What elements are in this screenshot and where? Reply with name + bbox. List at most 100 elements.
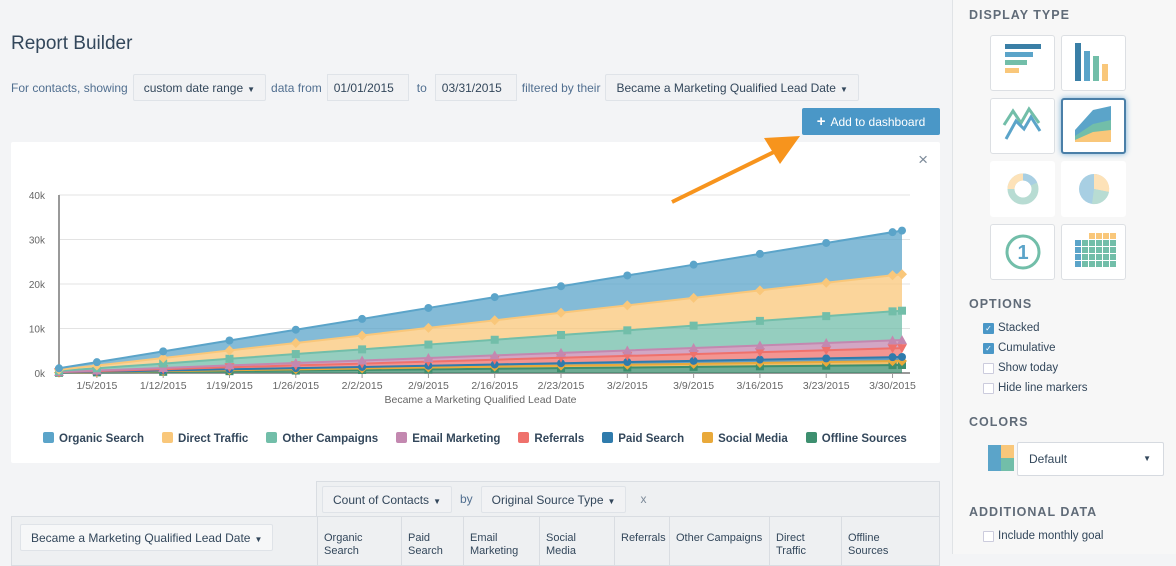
data-point[interactable]: [754, 340, 765, 350]
grid-chart-button[interactable]: [1061, 224, 1126, 280]
data-point[interactable]: [689, 260, 698, 269]
column-header[interactable]: Referrals: [614, 517, 669, 565]
checkbox[interactable]: [983, 382, 994, 394]
data-point[interactable]: [887, 335, 898, 345]
data-point[interactable]: [821, 277, 832, 288]
data-point[interactable]: [556, 347, 567, 357]
data-point[interactable]: [887, 270, 898, 281]
checkbox[interactable]: ✓: [983, 342, 994, 354]
data-point[interactable]: [489, 350, 500, 360]
data-point[interactable]: [225, 354, 234, 363]
column-header[interactable]: Other Campaigns: [669, 517, 769, 565]
checkbox[interactable]: ✓: [983, 322, 994, 334]
data-point[interactable]: [557, 330, 566, 339]
data-point[interactable]: [557, 282, 566, 291]
color-scheme-dropdown[interactable]: Default ▼: [1017, 442, 1164, 476]
breakdown-dropdown[interactable]: Original Source Type ▼: [480, 485, 627, 513]
data-point[interactable]: [622, 300, 633, 311]
horizontal-bar-chart-button[interactable]: [990, 35, 1055, 91]
data-point[interactable]: [755, 355, 764, 364]
legend-item[interactable]: Direct Traffic: [162, 432, 248, 445]
data-point[interactable]: [224, 345, 235, 356]
data-point[interactable]: [489, 315, 500, 326]
column-header[interactable]: Organic Search: [317, 517, 401, 565]
legend-item[interactable]: Organic Search: [43, 432, 144, 445]
option-include-monthly-goal[interactable]: Include monthly goal: [983, 530, 1103, 542]
start-date-input[interactable]: 01/01/2015: [326, 74, 409, 101]
data-point[interactable]: [821, 346, 832, 356]
column-header[interactable]: Offline Sources: [841, 517, 925, 565]
property-dropdown[interactable]: Became a Marketing Qualified Lead Date ▼: [605, 74, 859, 101]
data-point[interactable]: [888, 228, 897, 237]
close-icon[interactable]: ×: [918, 150, 928, 169]
pie-chart-button[interactable]: [1061, 161, 1126, 217]
data-point[interactable]: [424, 340, 433, 349]
data-point[interactable]: [92, 358, 101, 367]
remove-breakdown-icon[interactable]: x: [640, 492, 647, 506]
legend-item[interactable]: Paid Search: [602, 432, 684, 445]
legend-item[interactable]: Offline Sources: [805, 432, 907, 445]
data-point[interactable]: [357, 355, 368, 365]
data-point[interactable]: [423, 353, 434, 363]
data-point[interactable]: [623, 326, 632, 335]
data-point[interactable]: [556, 307, 567, 318]
column-header[interactable]: Direct Traffic: [769, 517, 841, 565]
data-point[interactable]: [291, 350, 300, 359]
area-chart-button[interactable]: [1061, 98, 1126, 154]
data-point[interactable]: [291, 325, 300, 334]
data-point[interactable]: [755, 316, 764, 325]
data-point[interactable]: [490, 335, 499, 344]
data-point[interactable]: [898, 306, 906, 315]
data-point[interactable]: [423, 322, 434, 333]
data-point[interactable]: [358, 314, 367, 323]
data-point[interactable]: [224, 360, 235, 370]
data-point[interactable]: [897, 355, 907, 366]
data-point[interactable]: [897, 269, 907, 280]
data-point[interactable]: [55, 364, 63, 373]
data-point[interactable]: [897, 344, 907, 354]
data-point[interactable]: [688, 342, 699, 352]
donut-chart-button[interactable]: [990, 161, 1055, 217]
data-point[interactable]: [898, 226, 906, 235]
single-number-button[interactable]: 1: [990, 224, 1055, 280]
data-point[interactable]: [898, 352, 906, 361]
column-header[interactable]: Paid Search: [401, 517, 463, 565]
data-point[interactable]: [822, 238, 831, 247]
option-show-today[interactable]: Show today: [983, 362, 1058, 374]
measure-dropdown[interactable]: Count of Contacts ▼: [322, 485, 452, 513]
add-to-dashboard-button[interactable]: + Add to dashboard: [802, 108, 940, 135]
data-point[interactable]: [822, 354, 831, 363]
row-property-dropdown[interactable]: Became a Marketing Qualified Lead Date ▼: [20, 524, 274, 551]
legend-item[interactable]: Email Marketing: [396, 432, 500, 445]
data-point[interactable]: [688, 292, 699, 303]
date-range-dropdown[interactable]: custom date range ▼: [132, 74, 267, 101]
data-point[interactable]: [290, 337, 301, 348]
legend-item[interactable]: Other Campaigns: [266, 432, 378, 445]
data-point[interactable]: [688, 350, 699, 360]
checkbox[interactable]: [983, 530, 994, 542]
data-point[interactable]: [358, 345, 367, 354]
data-point[interactable]: [821, 337, 832, 347]
legend-item[interactable]: Referrals: [518, 432, 584, 445]
data-point[interactable]: [490, 293, 499, 302]
data-point[interactable]: [159, 359, 168, 368]
data-point[interactable]: [897, 335, 907, 345]
option-cumulative[interactable]: ✓ Cumulative: [983, 342, 1056, 354]
data-point[interactable]: [689, 356, 698, 365]
data-point[interactable]: [357, 330, 368, 341]
data-point[interactable]: [888, 353, 897, 362]
data-point[interactable]: [159, 347, 168, 356]
data-point[interactable]: [754, 348, 765, 358]
option-hide-line-markers[interactable]: Hide line markers: [983, 382, 1087, 394]
data-point[interactable]: [623, 358, 632, 367]
data-point[interactable]: [754, 285, 765, 296]
data-point[interactable]: [225, 336, 234, 345]
data-point[interactable]: [888, 307, 897, 316]
end-date-input[interactable]: 03/31/2015: [434, 74, 517, 101]
data-point[interactable]: [822, 312, 831, 321]
column-header[interactable]: Email Marketing: [463, 517, 539, 565]
checkbox[interactable]: [983, 362, 994, 374]
data-point[interactable]: [623, 271, 632, 280]
data-point[interactable]: [622, 345, 633, 355]
data-point[interactable]: [755, 249, 764, 258]
